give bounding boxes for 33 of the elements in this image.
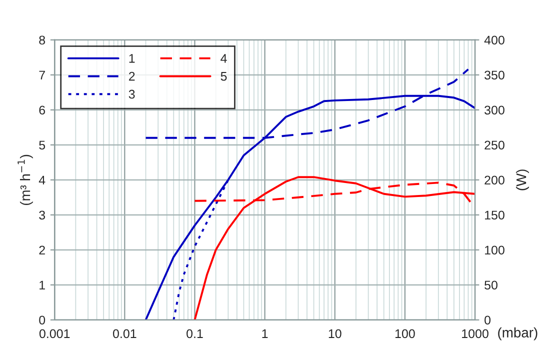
- y-axis-title: (m³ h$^{−1}$): [18, 154, 33, 206]
- y-tick-label: 0: [39, 316, 46, 325]
- y-tick-label: 8: [39, 36, 46, 45]
- y-tick-label: 3: [39, 210, 46, 220]
- y2-tick-label: 150: [485, 210, 504, 220]
- x-tick-label: 0.001: [39, 329, 70, 338]
- x-tick-label: 0.01: [112, 329, 136, 338]
- x-tick-label: 100: [395, 329, 415, 338]
- y2-tick-label: 250: [484, 140, 504, 150]
- x-axis-title: (mbar): [498, 327, 538, 340]
- y-tick-label: 7: [39, 70, 45, 80]
- y-tick-label: 2: [39, 246, 45, 254]
- y2-tick-label: 300: [484, 106, 504, 115]
- x-tick-label: 1000: [462, 329, 488, 338]
- y-tick-label: 5: [39, 140, 46, 150]
- y2-tick-label: 200: [484, 176, 504, 185]
- y2-tick-label: 0: [484, 316, 491, 325]
- y2-axis-title: (W): [516, 170, 529, 190]
- y2-tick-label: 100: [485, 246, 504, 255]
- legend-label: 5: [220, 72, 227, 81]
- x-tick-label: 1: [262, 329, 268, 338]
- y2-tick-label: 50: [484, 280, 498, 290]
- legend-label: 3: [128, 90, 135, 99]
- legend-label: 1: [129, 54, 135, 63]
- x-tick-label: 0.1: [186, 329, 203, 338]
- y2-tick-label: 350: [484, 70, 504, 80]
- y2-tick-label: 400: [484, 36, 504, 45]
- y-tick-label: 4: [38, 176, 46, 184]
- legend-label: 2: [128, 72, 135, 81]
- y-tick-label: 1: [40, 280, 45, 290]
- y-tick-label: 6: [39, 106, 46, 115]
- x-tick-label: 10: [328, 329, 342, 338]
- legend-label: 4: [220, 54, 227, 63]
